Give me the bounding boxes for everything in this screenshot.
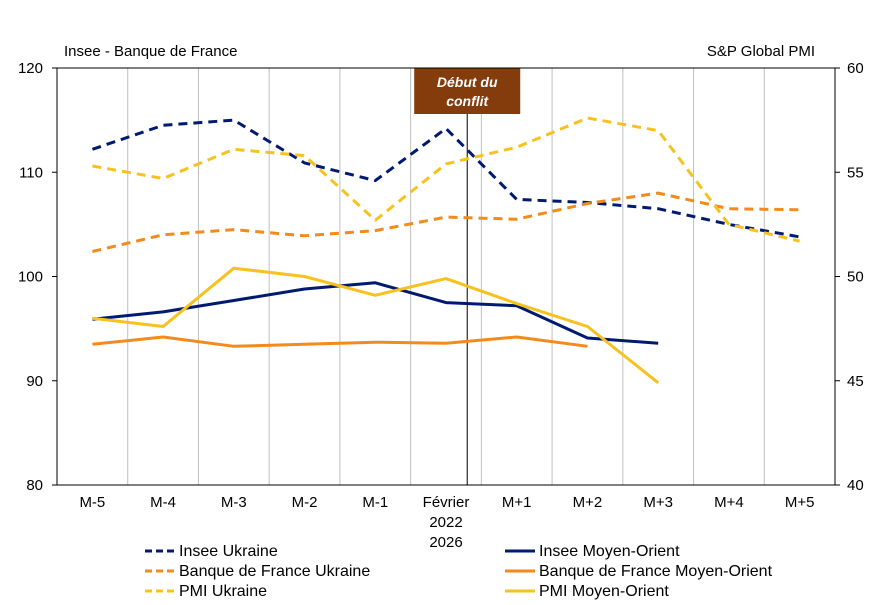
right-tick-label: 45 xyxy=(847,373,864,390)
left-tick-label: 100 xyxy=(18,269,43,286)
legend-label-insee-ukraine: Insee Ukraine xyxy=(179,543,278,560)
x-tick-label: M+3 xyxy=(643,494,673,511)
gridlines xyxy=(127,68,765,485)
legend-label-banque-de-france-ukraine: Banque de France Ukraine xyxy=(179,563,370,580)
right-tick-label: 60 xyxy=(847,60,864,77)
left-tick-label: 80 xyxy=(26,477,43,494)
legend-label-pmi-ukraine: PMI Ukraine xyxy=(179,583,267,600)
right-tick-label: 55 xyxy=(847,164,864,181)
legend-label-pmi-moyen-orient: PMI Moyen-Orient xyxy=(539,583,669,600)
right-tick-label: 50 xyxy=(847,269,864,286)
series-line-pmi-ukraine xyxy=(92,116,800,243)
x-tick-label: M+4 xyxy=(714,494,744,511)
legend-label-insee-moyen-orient: Insee Moyen-Orient xyxy=(539,543,680,560)
x-tick-label: M+2 xyxy=(573,494,603,511)
x-tick-label: M-4 xyxy=(150,494,176,511)
right-tick-label: 40 xyxy=(847,477,864,494)
series-line-insee-ukraine xyxy=(91,118,800,239)
legend-label-banque-de-france-moyen-orient: Banque de France Moyen-Orient xyxy=(539,563,773,580)
x-tick-label: M-3 xyxy=(221,494,247,511)
x-tick-label: Février 2022 2026 xyxy=(423,494,470,551)
series-line-banque-de-france-moyen-orient xyxy=(92,335,588,348)
left-tick-label: 90 xyxy=(26,373,43,390)
x-tick-label: M+5 xyxy=(785,494,815,511)
tick-labels: 80 90 100 110 120 40 45 50 55 60 M-5 M-4 M-3 M-2 M-1 Fé… xyxy=(18,60,864,551)
conflict-label: Début du conflit xyxy=(437,74,498,109)
x-tick-label: M-1 xyxy=(362,494,388,511)
x-tick-label: M-5 xyxy=(79,494,105,511)
conflict-annotation: Début du conflit xyxy=(414,68,521,485)
left-axis-caption: Insee - Banque de France xyxy=(64,43,237,60)
x-tick-label: M-2 xyxy=(292,494,318,511)
left-tick-label: 110 xyxy=(19,164,43,181)
axes xyxy=(52,67,840,486)
series-line-pmi-moyen-orient xyxy=(92,266,660,384)
x-tick-label: M+1 xyxy=(502,494,532,511)
conflict-label-box xyxy=(414,68,521,114)
legend: Insee Ukraine Insee Moyen-Orient Banque de… xyxy=(145,543,773,600)
series-lines xyxy=(91,116,800,384)
left-tick-label: 120 xyxy=(18,60,43,77)
right-axis-caption: S&P Global PMI xyxy=(707,43,815,60)
